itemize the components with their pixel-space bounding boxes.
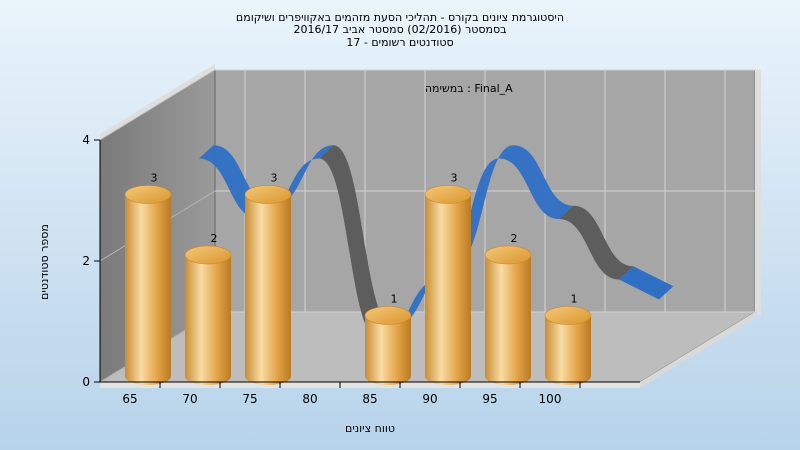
bar-cap-70 bbox=[184, 245, 232, 265]
bar-95 bbox=[485, 255, 531, 385]
ribbon-segment bbox=[559, 205, 634, 280]
x-tick-label: 75 bbox=[242, 392, 257, 406]
ribbon-segment bbox=[499, 145, 574, 219]
bar-70 bbox=[185, 255, 231, 385]
bar-cap-100 bbox=[544, 306, 592, 325]
x-tick-label: 85 bbox=[362, 392, 377, 406]
back-wall-edge-right bbox=[755, 70, 761, 316]
bar-cap-90 bbox=[424, 185, 472, 204]
ribbon-segment bbox=[379, 266, 454, 340]
x-tick-label: 90 bbox=[422, 392, 437, 406]
x-axis-label: טווח ציונים bbox=[345, 422, 395, 435]
bar-cap-85 bbox=[364, 306, 412, 325]
chart-title-line-3: סטודנטים רשומים - 17 bbox=[346, 36, 454, 49]
x-tick-label: 80 bbox=[302, 392, 317, 406]
chart-annotation: Final_A : במשימה bbox=[425, 82, 513, 95]
x-tick-label: 70 bbox=[182, 392, 197, 406]
data-label-75: 3 bbox=[271, 172, 278, 185]
x-tick-label: 95 bbox=[482, 392, 497, 406]
y-tick-label: 0 bbox=[82, 375, 90, 389]
data-label-85: 1 bbox=[391, 293, 398, 306]
ribbon-end bbox=[619, 266, 674, 300]
bar-100 bbox=[545, 315, 591, 385]
floor-edge-right bbox=[640, 312, 755, 388]
bar-75 bbox=[245, 194, 291, 385]
y-axis-label: מספר סטודנטים bbox=[38, 224, 51, 300]
data-label-70: 2 bbox=[211, 232, 218, 245]
bar-cap-65 bbox=[124, 185, 172, 204]
grid-line-y-side bbox=[99, 69, 216, 141]
y-tick-label: 4 bbox=[82, 133, 90, 147]
x-tick-label: 100 bbox=[539, 392, 562, 406]
data-label-100: 1 bbox=[571, 293, 578, 306]
bar-85 bbox=[365, 315, 411, 385]
y-tick-label: 2 bbox=[82, 254, 90, 268]
ribbon-segment bbox=[319, 145, 394, 340]
side-wall-edge-top bbox=[100, 64, 215, 140]
bar-cap-95 bbox=[484, 245, 532, 265]
ribbon-segment bbox=[439, 145, 514, 280]
data-label-95: 2 bbox=[511, 232, 518, 245]
chart-title-line-2: בסמסטר (02/2016) סמסטר אביב 2016/17 bbox=[293, 23, 507, 36]
chart-title-line-1: היסטוגרמת ציונים בקורס - תהליכי הסעת מזה… bbox=[235, 11, 565, 24]
bar-cap-75 bbox=[244, 185, 292, 204]
x-tick-label: 65 bbox=[122, 392, 137, 406]
ribbon-segment bbox=[259, 145, 334, 219]
data-label-65: 3 bbox=[151, 172, 158, 185]
bar-90 bbox=[425, 194, 471, 385]
bar-65 bbox=[125, 194, 171, 385]
data-label-90: 3 bbox=[451, 172, 458, 185]
